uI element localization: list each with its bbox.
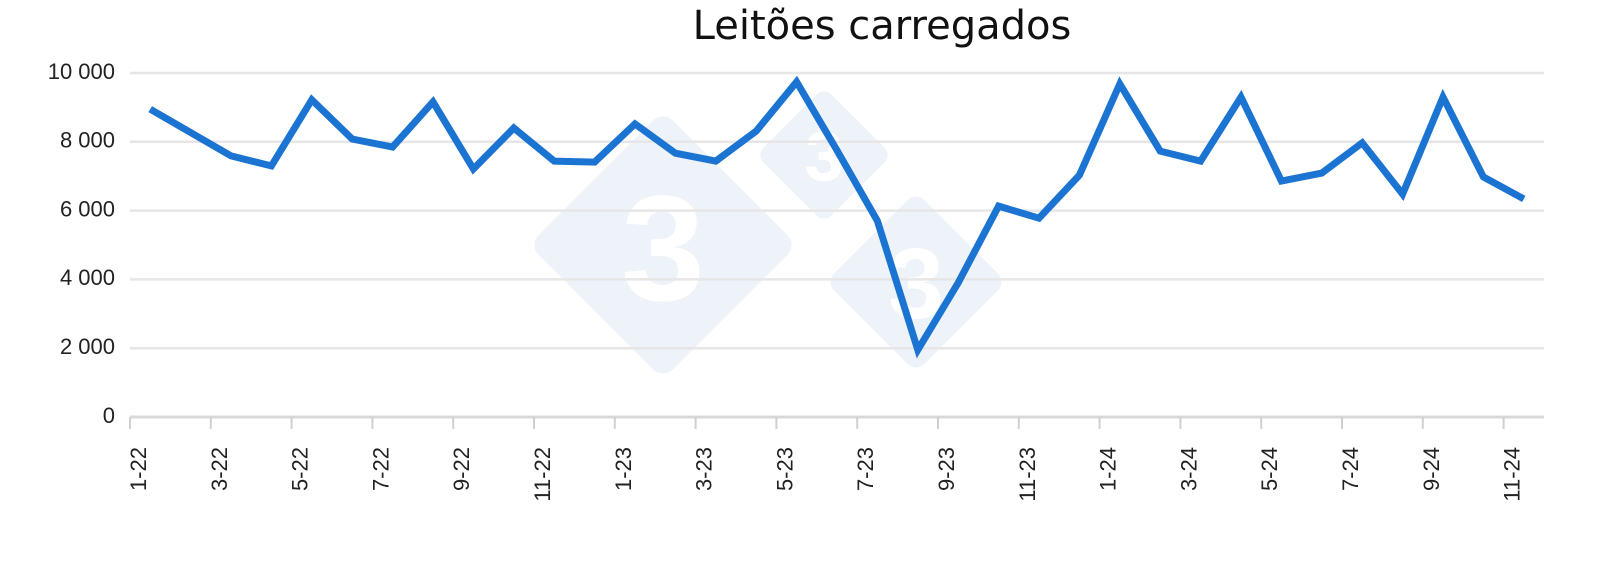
- x-tick-label: 5-22: [288, 447, 313, 491]
- y-tick-label: 8 000: [60, 128, 115, 153]
- x-tick-label: 1-24: [1096, 447, 1121, 491]
- y-tick-label: 0: [103, 403, 115, 428]
- x-tick-label: 11-23: [1015, 447, 1040, 502]
- y-tick-label: 4 000: [60, 265, 115, 290]
- x-tick-label: 1-22: [126, 447, 151, 491]
- x-tick-label: 1-23: [611, 447, 636, 491]
- y-tick-label: 2 000: [60, 334, 115, 359]
- x-tick-label: 9-24: [1419, 447, 1444, 491]
- svg-text:3: 3: [621, 164, 704, 332]
- x-tick-label: 11-22: [530, 447, 555, 502]
- x-tick-label: 5-23: [772, 447, 797, 491]
- y-tick-label: 10 000: [48, 59, 115, 84]
- watermark: 3 3 3: [534, 91, 1002, 374]
- x-tick-label: 7-24: [1338, 447, 1363, 491]
- x-tick-label: 3-23: [692, 447, 717, 491]
- x-tick-label: 5-24: [1257, 447, 1282, 491]
- y-tick-label: 6 000: [60, 196, 115, 221]
- x-tick-label: 9-23: [934, 447, 959, 491]
- x-tick-label: 7-22: [368, 447, 393, 491]
- chart-title: Leitões carregados: [693, 3, 1072, 49]
- x-tick-label: 3-24: [1176, 447, 1201, 491]
- line-series: [148, 75, 1526, 359]
- x-tick-label: 3-22: [207, 447, 232, 491]
- x-tick-label: 7-23: [853, 447, 878, 491]
- x-tick-label: 11-24: [1500, 447, 1525, 502]
- x-tick-label: 9-22: [449, 447, 474, 491]
